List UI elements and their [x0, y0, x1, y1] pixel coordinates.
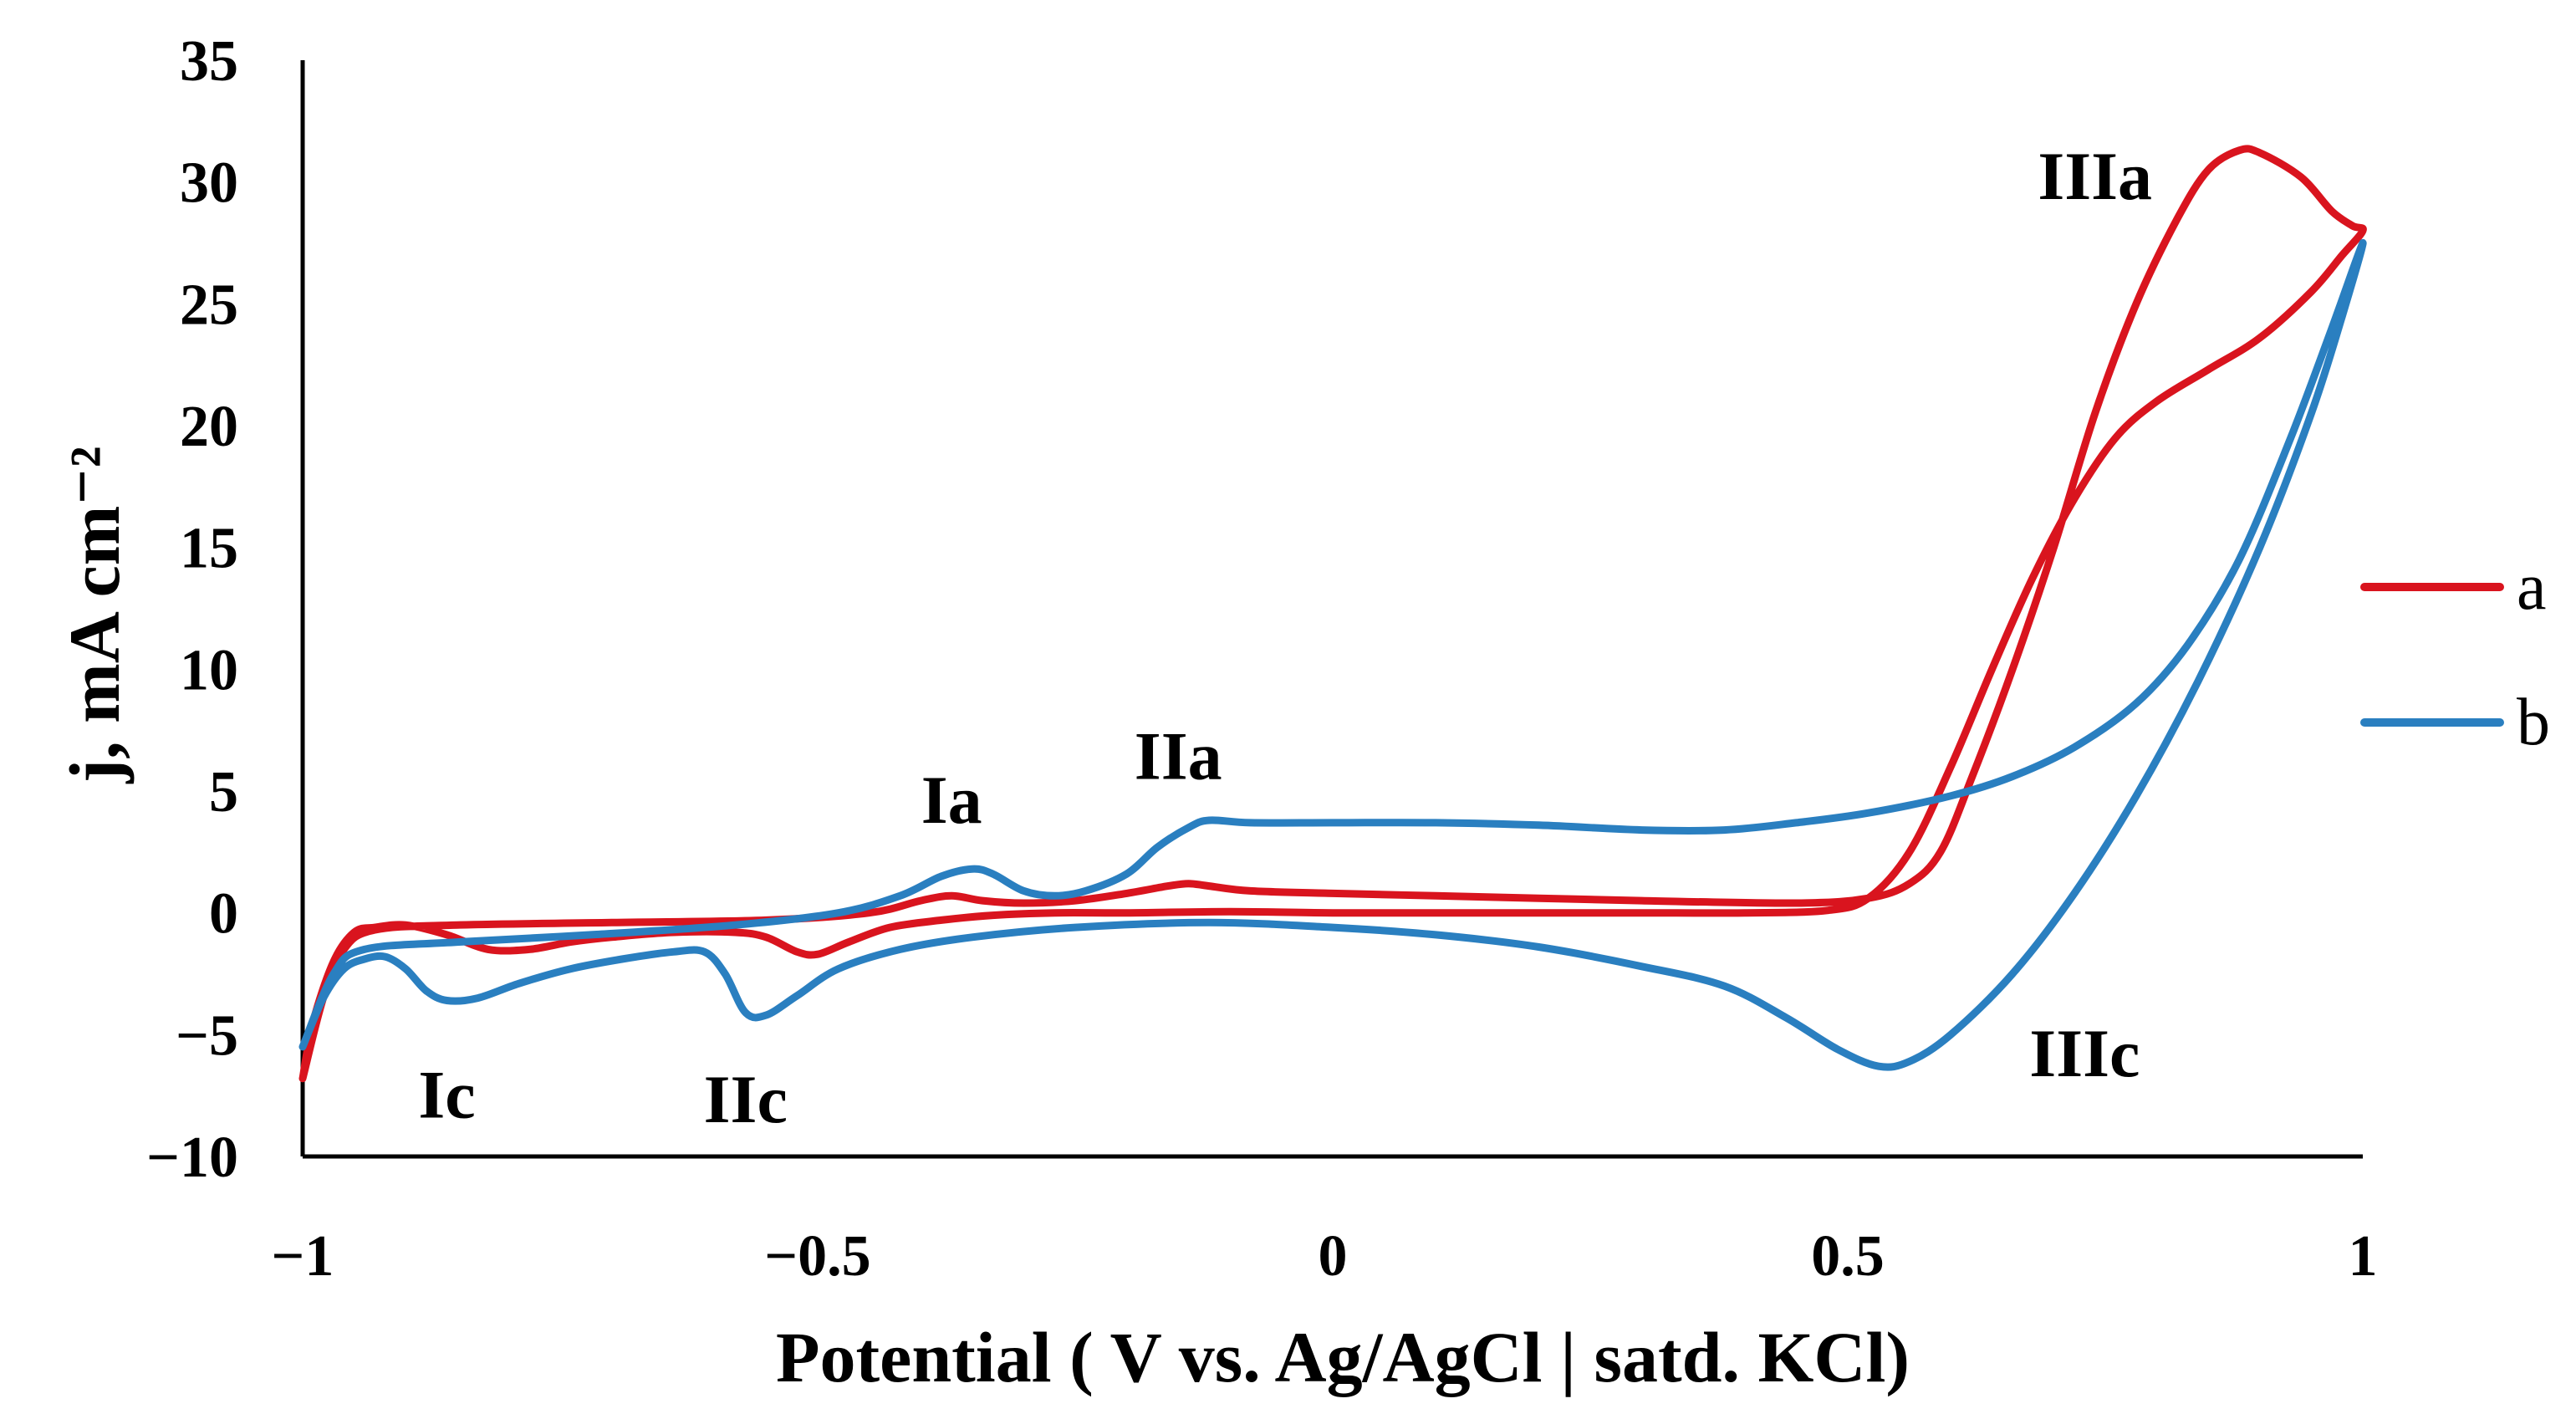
y-tick-label: 15 — [180, 517, 238, 581]
legend: ab — [2360, 550, 2550, 759]
peak-label: Ic — [418, 1056, 475, 1132]
y-tick-label: 30 — [180, 151, 238, 216]
y-tick-label: 10 — [180, 638, 238, 702]
peak-label: IIc — [704, 1061, 788, 1137]
series-line-a — [298, 145, 2367, 1083]
peak-label: IIa — [1135, 717, 1222, 794]
x-tick-label: 0 — [1319, 1224, 1348, 1289]
peak-label: Ia — [921, 762, 982, 838]
y-axis-title: j, mA cm⁻² — [54, 446, 135, 784]
peak-label: IIIc — [2029, 1015, 2140, 1091]
x-tick-label: −0.5 — [764, 1224, 870, 1289]
y-tick-label: 25 — [180, 273, 238, 337]
y-tick-label: 0 — [209, 882, 238, 947]
plot-series — [298, 145, 2367, 1083]
x-tick-label: −1 — [272, 1224, 334, 1289]
y-tick-label: 35 — [180, 29, 238, 94]
x-tick-label: 1 — [2349, 1224, 2378, 1289]
series-line-b — [298, 238, 2367, 1071]
y-tick-label: −5 — [176, 1003, 238, 1068]
y-axis-ticks: 35 30 25 20 15 10 5 0 −5 −10 — [146, 29, 238, 1190]
peak-annotations: IIIa IIa Ia Ic IIc IIIc — [418, 138, 2152, 1137]
chart-axes — [300, 60, 2363, 1159]
legend-label-a: a — [2517, 550, 2547, 624]
x-tick-label: 0.5 — [1811, 1224, 1885, 1289]
y-tick-label: 5 — [209, 760, 238, 824]
legend-label-b: b — [2517, 686, 2550, 759]
x-axis-title: Potential ( V vs. Ag/AgCl | satd. KCl) — [776, 1317, 1910, 1397]
y-tick-label: −10 — [146, 1126, 238, 1190]
y-tick-label: 20 — [180, 395, 238, 459]
peak-label: IIIa — [2038, 138, 2152, 214]
x-axis-ticks: −1 −0.5 0 0.5 1 — [272, 1224, 2378, 1289]
